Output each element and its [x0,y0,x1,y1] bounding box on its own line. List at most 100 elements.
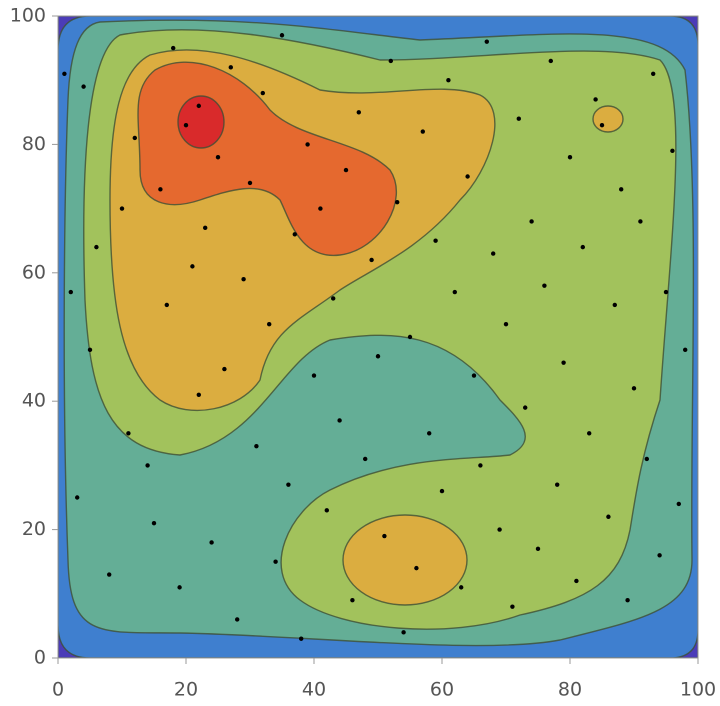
data-point [254,443,259,449]
data-point [324,508,329,513]
data-point [260,90,265,96]
y-tick-label: 0 [34,647,46,669]
data-point [382,533,387,539]
data-point [209,540,214,545]
data-point [356,110,361,115]
data-point [606,514,611,519]
data-point [670,148,675,154]
data-point [331,296,336,301]
data-point [75,495,80,500]
data-point [484,39,489,44]
data-point [555,482,560,487]
data-point [107,572,112,577]
x-tick-label: 40 [302,679,326,701]
contour-band [177,95,225,149]
data-point [375,354,381,359]
data-point [305,142,310,147]
data-point [625,598,630,603]
data-point [567,155,573,160]
data-point [657,553,662,558]
data-point [151,520,157,526]
data-point [529,219,534,224]
data-point [523,405,528,410]
data-point [446,78,451,83]
data-point [215,155,221,160]
data-point [311,373,317,378]
data-point [439,488,445,494]
data-point [676,501,681,507]
data-point [593,97,598,102]
data-point [87,347,93,353]
data-point [190,264,195,269]
data-point [535,546,541,552]
data-point [119,206,125,211]
data-point [599,122,605,128]
data-point [369,257,374,263]
data-point [503,321,509,327]
x-tick-label: 20 [174,679,198,701]
data-point [587,431,592,436]
data-point [452,289,457,295]
data-point [196,103,201,109]
x-tick-label: 80 [558,679,582,701]
data-point [337,418,342,423]
y-tick-label: 40 [22,390,46,412]
data-point [471,373,477,378]
data-point [158,187,163,192]
data-point [241,277,246,282]
data-point [516,116,521,121]
data-point [478,463,483,468]
data-point [612,302,617,308]
y-tick-label: 100 [10,5,46,27]
data-point [548,58,553,64]
data-point [247,180,253,186]
data-point [299,636,304,641]
data-point [203,225,208,231]
data-point [273,559,278,564]
data-point [427,431,432,436]
data-point [638,219,643,224]
data-point [267,321,272,327]
data-point [68,289,74,295]
y-tick-label: 60 [22,261,46,283]
data-point [350,598,355,603]
data-point [580,244,585,250]
contour-band [592,105,624,133]
data-point [81,84,86,89]
data-point [94,244,99,250]
data-point [433,238,438,243]
data-point [631,386,637,391]
data-point [619,187,624,192]
data-point [651,71,656,76]
data-point [235,617,240,622]
data-point [401,630,406,635]
data-point [388,58,393,64]
data-point [465,174,470,179]
data-point [318,206,323,211]
data-point [62,71,67,76]
data-point [420,129,425,134]
data-point [497,527,502,532]
data-point [644,456,649,462]
data-point [414,565,419,571]
data-point [491,251,496,256]
data-point [459,585,464,590]
data-point [542,283,547,288]
x-tick-label: 100 [680,679,716,701]
data-point [164,302,169,308]
data-point [663,289,669,295]
data-point [292,232,297,237]
data-point [286,482,291,487]
x-tick-label: 60 [430,679,454,701]
data-point [196,392,201,397]
plot-frame [57,15,699,659]
data-point [395,199,400,205]
data-point [222,366,227,372]
data-point [683,347,688,353]
data-point [407,334,413,340]
data-point [132,135,137,141]
data-point [343,167,349,173]
data-point [363,456,368,462]
data-point [561,360,566,365]
